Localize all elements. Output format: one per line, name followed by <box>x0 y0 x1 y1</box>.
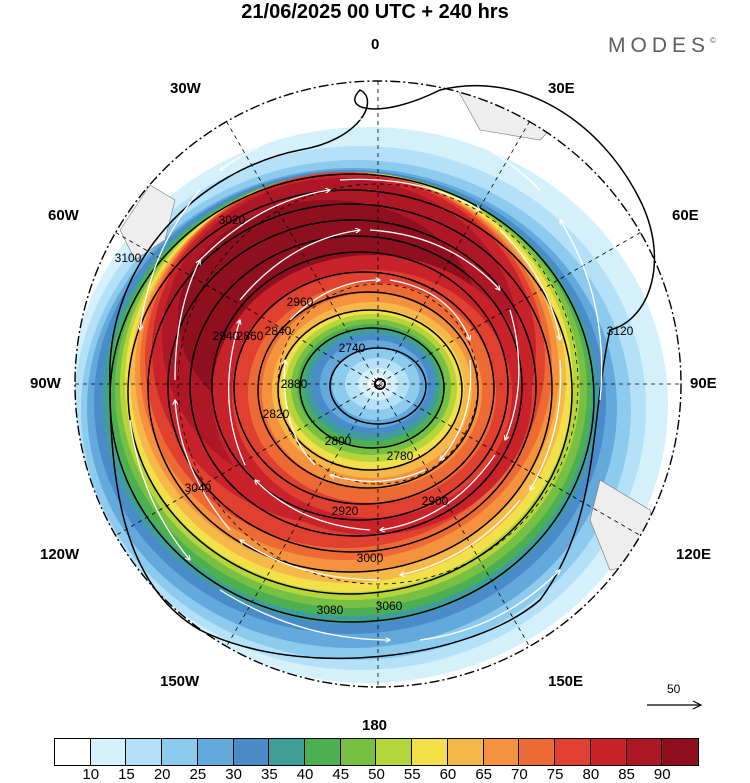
map-boundary <box>74 80 682 688</box>
colorbar-swatch <box>305 739 341 765</box>
pole-marker <box>374 378 386 390</box>
wind-streamlines <box>129 117 603 640</box>
lon-label-120e: 120E <box>676 546 712 563</box>
contour-label: 2880 <box>281 377 308 391</box>
contour-label: 2940 <box>213 329 240 343</box>
lon-label-30w: 30W <box>170 80 201 97</box>
colorbar-tick-label: 25 <box>189 766 207 783</box>
contour-label: 2780 <box>387 449 414 463</box>
contour-label: 3000 <box>357 551 384 565</box>
colorbar-tick-label: 60 <box>439 766 457 783</box>
colorbar-swatch <box>412 739 448 765</box>
height-contours <box>109 84 656 660</box>
colorbar-swatch <box>162 739 198 765</box>
colorbar-tick-label: 20 <box>153 766 171 783</box>
contour-label: 3100 <box>115 251 142 265</box>
contour-label: 2820 <box>263 407 290 421</box>
lon-label-150e: 150E <box>548 673 584 690</box>
colorbar-swatch <box>483 739 520 765</box>
lon-label-30e: 30E <box>548 80 575 97</box>
contour-label: 2900 <box>422 494 449 508</box>
contour-label-group: 2740 2780 2800 2820 2840 2860 2880 2900 … <box>115 213 634 617</box>
colorbar-swatch <box>269 739 306 765</box>
lon-label-60w: 60W <box>48 207 79 224</box>
colorbar-tick-label: 55 <box>403 766 421 783</box>
lon-label-150w: 150W <box>160 673 200 690</box>
polar-wind-map: 2740 2780 2800 2820 2840 2860 2880 2900 … <box>74 80 682 688</box>
colorbar-swatch <box>662 739 698 765</box>
arrow-right-icon <box>647 700 703 710</box>
lon-label-60e: 60E <box>672 207 699 224</box>
colorbar-swatch <box>197 739 234 765</box>
colorbar-swatch <box>340 739 377 765</box>
colorbar <box>54 738 699 766</box>
colorbar-swatch <box>519 739 556 765</box>
colorbar-tick-label: 40 <box>296 766 314 783</box>
colorbar-swatch <box>590 739 627 765</box>
lon-label-90e: 90E <box>690 375 717 392</box>
colorbar-tick-label: 80 <box>582 766 600 783</box>
colorbar-tick-label: 85 <box>618 766 635 783</box>
colorbar-tick-label: 90 <box>653 766 671 783</box>
colorbar-tick-label: 15 <box>118 766 135 783</box>
colorbar-swatch <box>233 739 270 765</box>
contour-label: 2920 <box>332 504 359 518</box>
lon-label-0: 0 <box>371 36 380 53</box>
lon-label-120w: 120W <box>40 546 80 563</box>
map-title: 21/06/2025 00 UTC + 240 hrs <box>241 1 509 23</box>
wind-speed-field <box>75 81 681 687</box>
contour-label: 3080 <box>317 603 344 617</box>
lon-label-90w: 90W <box>30 375 61 392</box>
contour-label: 3120 <box>607 324 634 338</box>
contour-label: 2740 <box>339 341 366 355</box>
contour-label: 2800 <box>325 434 352 448</box>
contour-label: 2860 <box>237 329 264 343</box>
colorbar-swatch <box>555 739 591 765</box>
colorbar-tick-label: 35 <box>260 766 278 783</box>
contour-label: 2960 <box>287 295 314 309</box>
colorbar-tick-label: 65 <box>475 766 492 783</box>
colorbar-tick-label: 75 <box>546 766 564 783</box>
colorbar-swatch <box>626 739 663 765</box>
colorbar-swatch <box>90 739 127 765</box>
colorbar-tick-label: 30 <box>225 766 242 783</box>
contour-label: 3040 <box>185 481 212 495</box>
colorbar-swatch <box>126 739 163 765</box>
vector-scale-value: 50 <box>667 682 681 696</box>
colorbar-tick-label: 50 <box>368 766 385 783</box>
colorbar-tick-label: 45 <box>332 766 350 783</box>
colorbar-swatch <box>447 739 484 765</box>
contour-label: 3060 <box>376 599 403 613</box>
lon-label-180: 180 <box>362 717 388 734</box>
colorbar-swatch <box>55 739 91 765</box>
contour-label: 2840 <box>265 324 292 338</box>
colorbar-tick-label: 70 <box>511 766 528 783</box>
contour-label: 3020 <box>219 213 246 227</box>
colorbar-swatch <box>376 739 413 765</box>
brand-logo: MODES© <box>608 34 716 57</box>
colorbar-tick-label: 10 <box>82 766 100 783</box>
